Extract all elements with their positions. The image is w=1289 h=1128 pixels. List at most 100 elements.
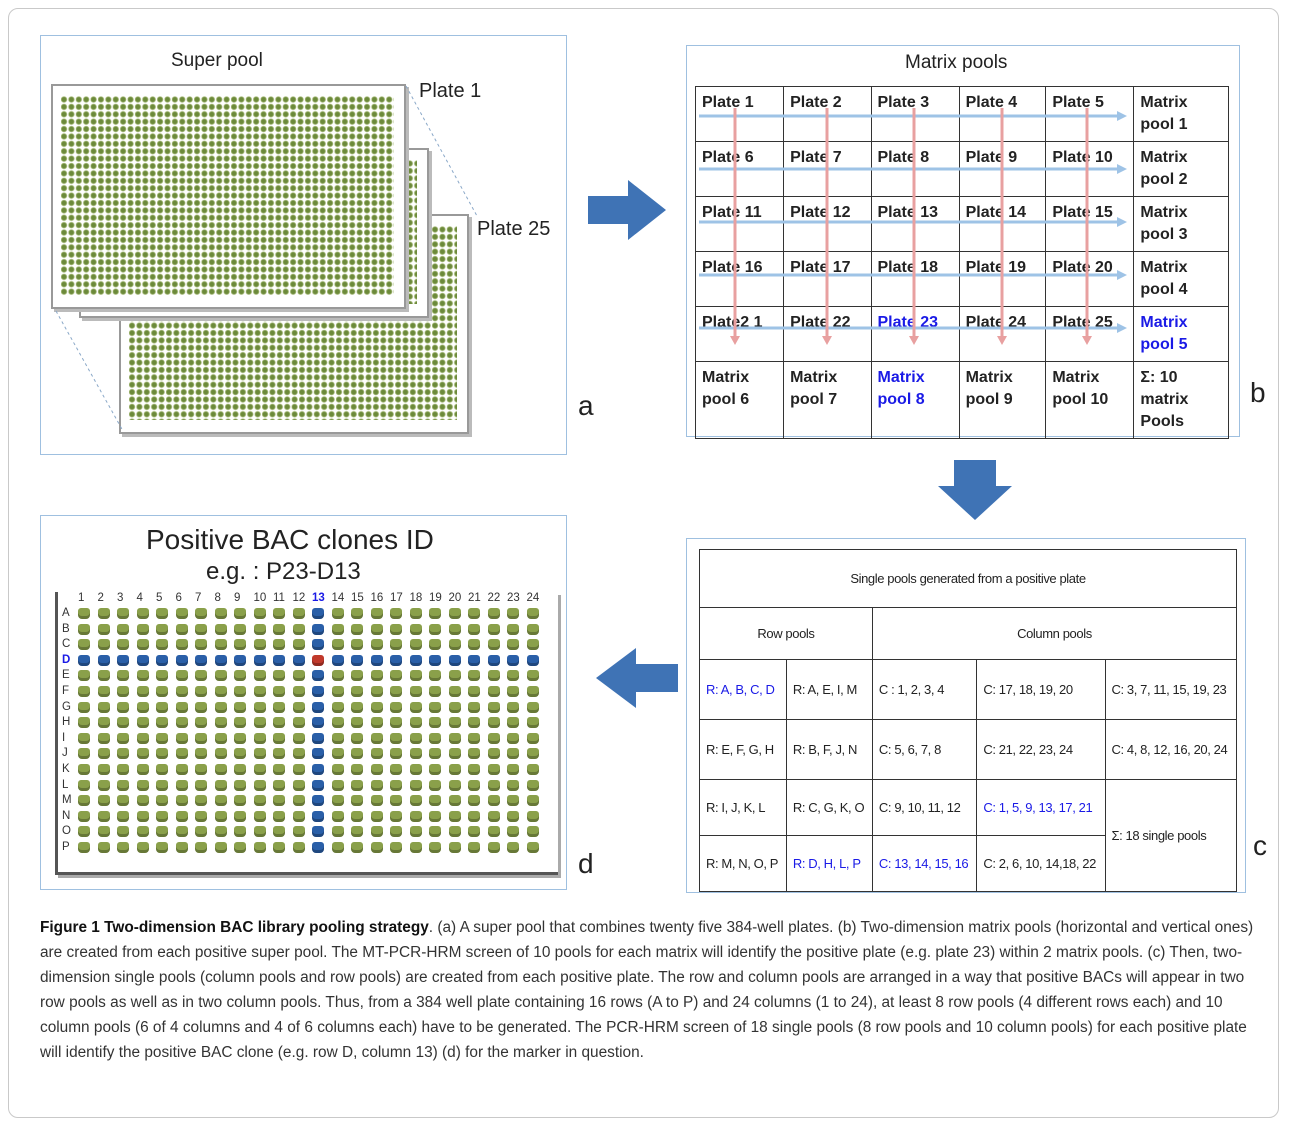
arrow-left-icon [596, 648, 678, 708]
well [234, 810, 246, 822]
well [331, 701, 344, 713]
matrix-cell: Matrix pool 1 [1133, 86, 1229, 142]
well [390, 826, 402, 838]
well [234, 764, 246, 775]
well [409, 670, 422, 682]
well [351, 779, 363, 791]
matrix-cell: Plate 5 [1045, 86, 1135, 142]
column-number-label: 3 [117, 592, 124, 604]
well [214, 670, 227, 682]
well [195, 623, 207, 635]
row-letter-label: G [62, 700, 71, 713]
well [97, 795, 110, 807]
matrix-cell: Matrix pool 7 [783, 361, 872, 439]
connector-lines [55, 85, 478, 432]
well [292, 654, 305, 666]
well [273, 654, 285, 666]
well [195, 748, 207, 760]
well [487, 686, 500, 697]
row-letter-label: E [62, 669, 70, 682]
well [409, 608, 422, 619]
matrix-cell: Matrix pool 8 [870, 361, 960, 439]
well [234, 686, 246, 697]
well [331, 608, 344, 619]
well [448, 842, 461, 853]
well [468, 764, 480, 775]
matrix-cell: Plate 7 [783, 141, 872, 197]
well [273, 810, 285, 822]
well [156, 795, 168, 807]
well [292, 826, 305, 838]
row-pool-cell: R: I, J, K, L [699, 779, 787, 836]
well [448, 810, 461, 822]
plate-25-label: Plate 25 [477, 218, 551, 240]
column-pool-cell: C: 5, 6, 7, 8 [871, 719, 978, 780]
well [312, 764, 324, 775]
well [78, 608, 90, 619]
well [448, 639, 461, 651]
panel-c-letter: c [1253, 830, 1267, 861]
well [117, 654, 129, 666]
well [97, 717, 110, 729]
matrix-cell: Plate 16 [694, 251, 785, 307]
well [390, 654, 402, 666]
well [429, 608, 441, 619]
well [292, 795, 305, 807]
well [526, 686, 539, 697]
well [97, 810, 110, 822]
well [273, 608, 285, 619]
well [487, 623, 500, 635]
matrix-cell: Plate 17 [783, 251, 872, 307]
well [507, 608, 519, 619]
well [468, 654, 480, 666]
well [214, 795, 227, 807]
matrix-cell: Matrix pool 9 [958, 361, 1047, 439]
well [331, 654, 344, 666]
well [253, 701, 266, 713]
well [273, 670, 285, 682]
well [448, 764, 461, 775]
well [214, 748, 227, 760]
well [312, 608, 324, 619]
well [117, 701, 129, 713]
column-number-label: 5 [156, 592, 163, 604]
super-pool-title: Super pool [171, 50, 263, 71]
well [156, 701, 168, 713]
well [117, 842, 129, 853]
well [292, 717, 305, 729]
well [487, 748, 500, 760]
well [292, 639, 305, 651]
well [526, 701, 539, 713]
column-number-label: 17 [390, 592, 403, 604]
well [468, 748, 480, 760]
well [370, 608, 383, 619]
well [526, 670, 539, 682]
well [448, 623, 461, 635]
well [351, 654, 363, 666]
well [195, 639, 207, 651]
well [390, 764, 402, 775]
well [468, 779, 480, 791]
well [526, 826, 539, 838]
well [253, 779, 266, 791]
well [156, 826, 168, 838]
well [175, 810, 188, 822]
well [351, 608, 363, 619]
well [78, 748, 90, 760]
well [312, 779, 324, 791]
well [507, 701, 519, 713]
well [429, 686, 441, 697]
column-pool-cell: C: 13, 14, 15, 16 [871, 835, 978, 892]
well [487, 701, 500, 713]
well [448, 654, 461, 666]
well [409, 654, 422, 666]
matrix-cell: Plate 23 [870, 306, 960, 362]
single-pools-title: Single pools generated from a positive p… [699, 549, 1237, 608]
well [370, 779, 383, 791]
well [409, 810, 422, 822]
well [351, 701, 363, 713]
well [409, 686, 422, 697]
well [175, 686, 188, 697]
well [234, 623, 246, 635]
well [448, 670, 461, 682]
